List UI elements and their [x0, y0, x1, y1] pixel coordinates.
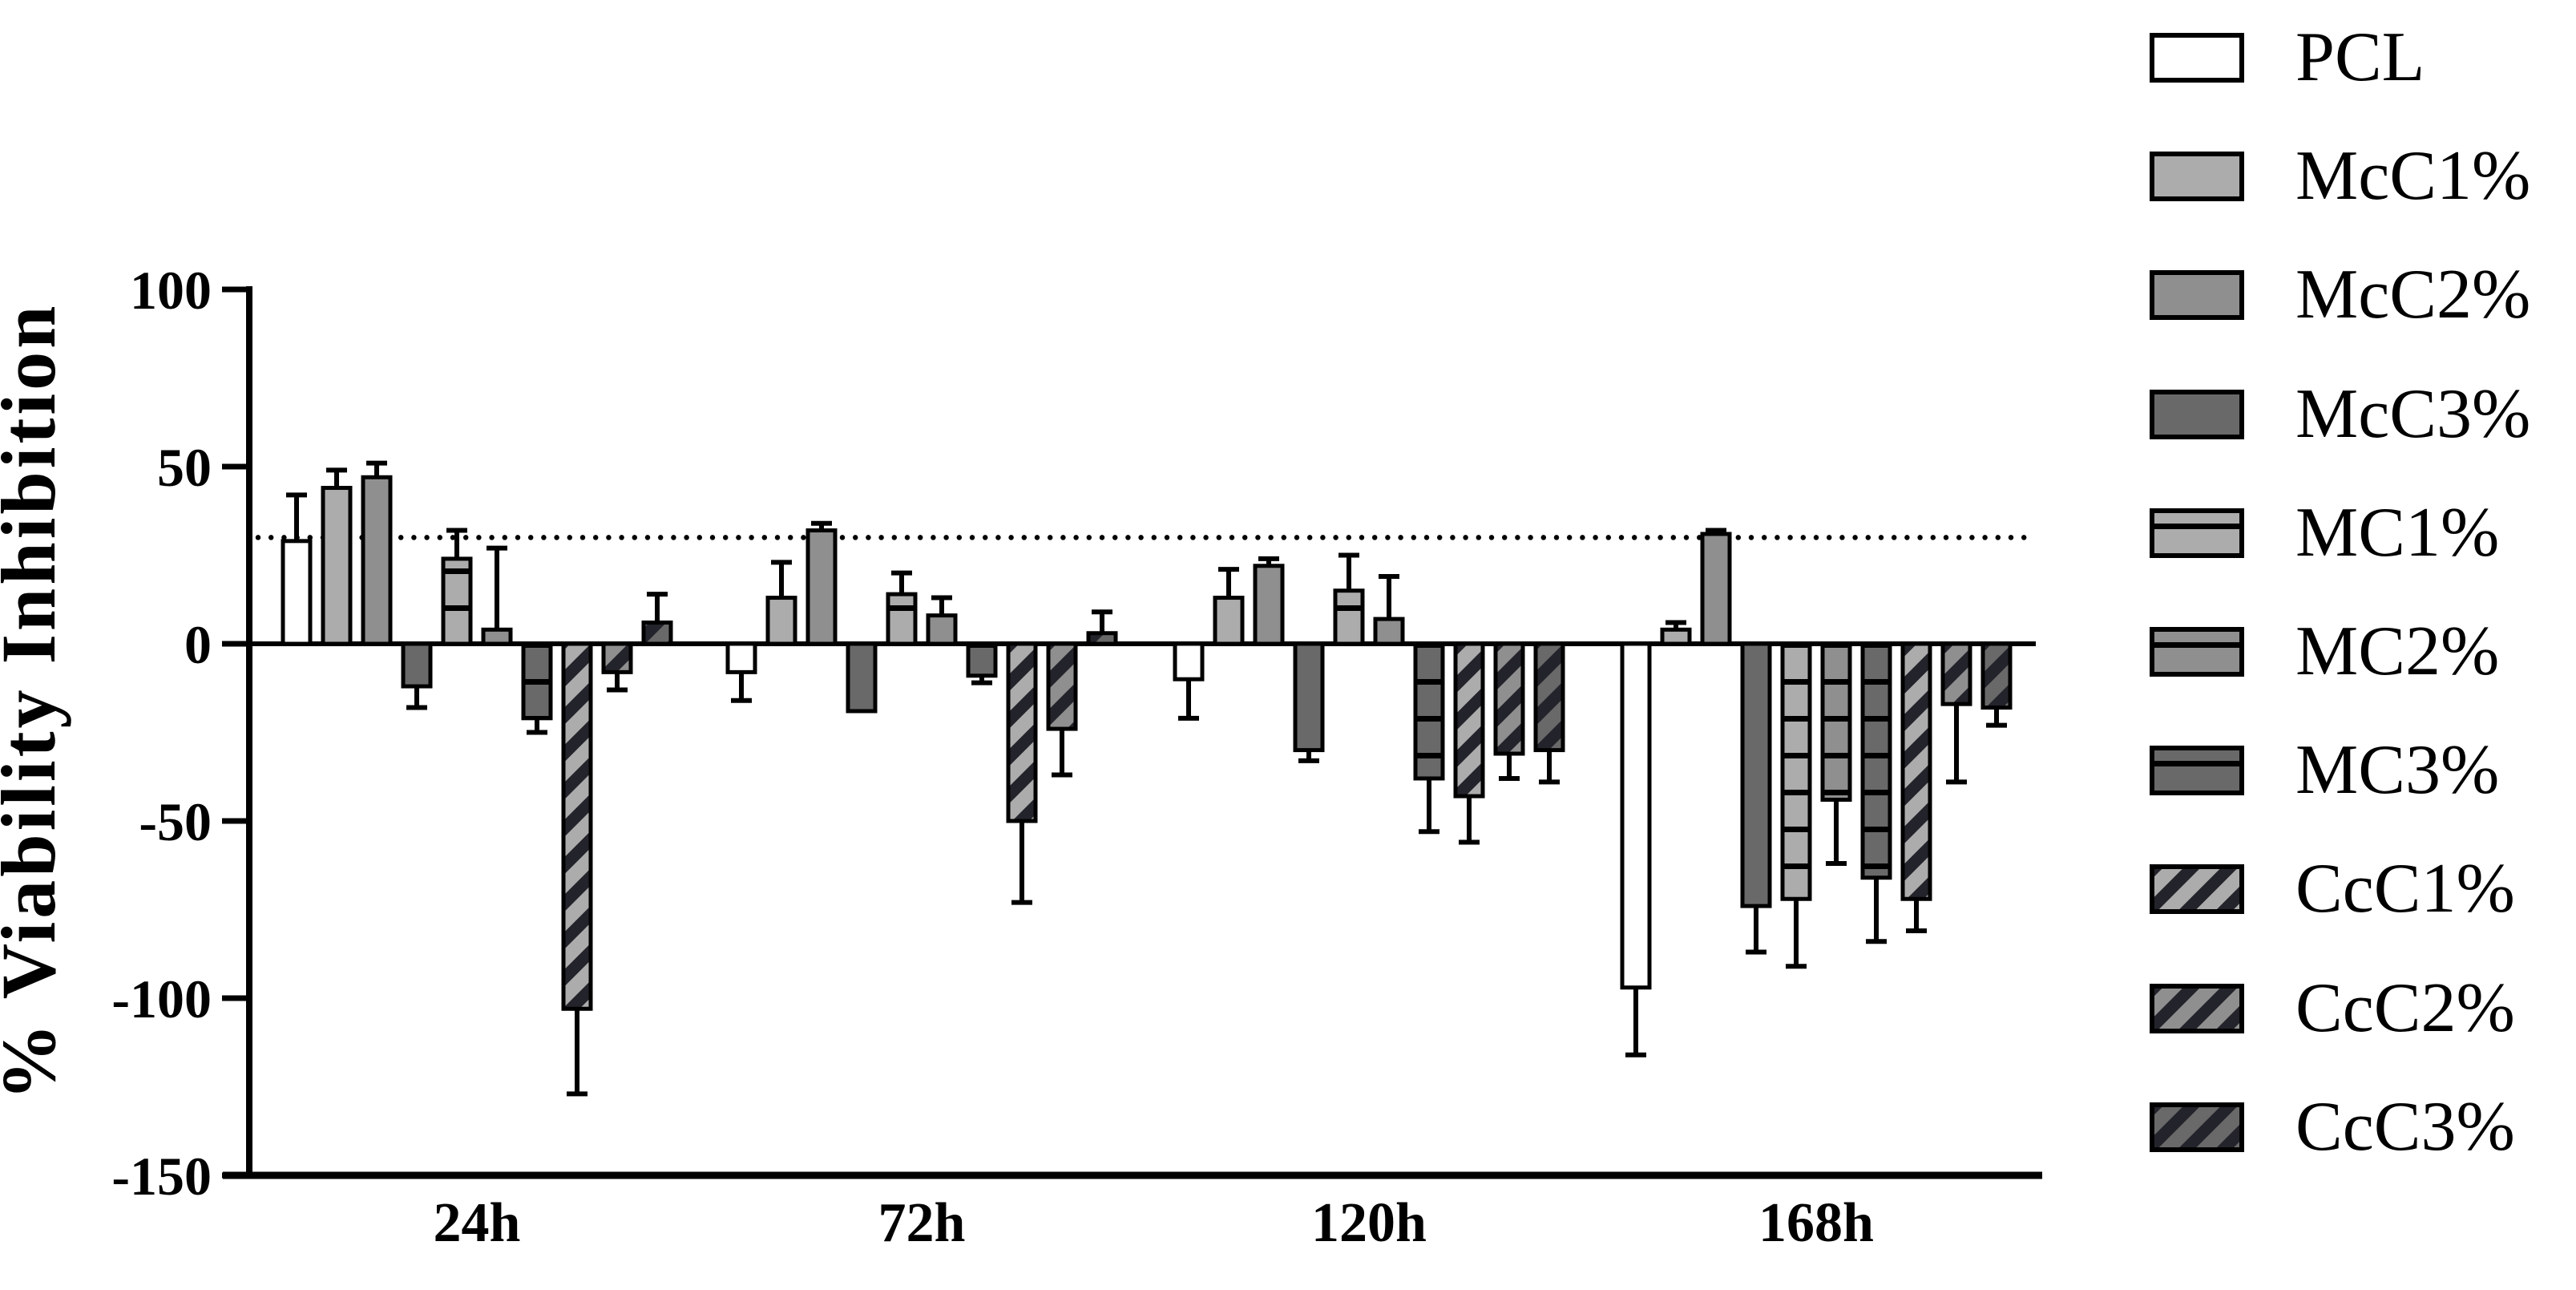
legend-swatch-CcC2%	[2150, 983, 2244, 1033]
bar-McC1%-168h	[1660, 627, 1692, 646]
legend-item: CcC2%	[2150, 969, 2515, 1047]
bar-PCL-72h	[725, 641, 757, 674]
bar-CcC3%-24h	[641, 620, 673, 646]
bar-CcC2%-72h	[1046, 641, 1078, 731]
bar-PCL-168h	[1620, 641, 1652, 990]
legend-label: CcC3%	[2295, 1087, 2515, 1166]
bar-MC1%-168h	[1780, 641, 1812, 901]
bar-McC3%-168h	[1740, 641, 1772, 908]
bar-McC1%-120h	[1213, 596, 1245, 646]
x-tick-label-168h: 168h	[1758, 1192, 1874, 1254]
bar-McC2%-72h	[806, 528, 838, 646]
legend-swatch-PCL	[2150, 33, 2244, 83]
y-tick-label: -150	[111, 1146, 212, 1207]
bar-MC2%-120h	[1373, 617, 1405, 646]
legend-label: McC2%	[2295, 256, 2531, 334]
bar-MC2%-24h	[481, 627, 513, 646]
bar-McC2%-24h	[361, 475, 393, 646]
bar-MC1%-72h	[886, 592, 918, 646]
x-tick-label-24h: 24h	[434, 1192, 521, 1254]
bar-McC1%-72h	[765, 596, 797, 646]
bar-McC3%-120h	[1293, 641, 1325, 753]
legend-item: McC1%	[2150, 137, 2531, 216]
legend-swatch-McC1%	[2150, 152, 2244, 202]
bar-CcC3%-72h	[1086, 631, 1118, 646]
legend-swatch-McC3%	[2150, 389, 2244, 439]
bar-CcC1%-120h	[1453, 641, 1485, 799]
legend-swatch-McC2%	[2150, 270, 2244, 321]
bar-McC2%-168h	[1700, 532, 1732, 646]
legend-label: McC1%	[2295, 137, 2531, 216]
bar-MC3%-72h	[966, 641, 998, 678]
bar-CcC2%-168h	[1940, 641, 1972, 706]
bar-MC1%-120h	[1333, 588, 1365, 646]
legend-item: CcC3%	[2150, 1087, 2515, 1166]
legend-item: MC1%	[2150, 493, 2500, 572]
legend-label: PCL	[2295, 18, 2425, 96]
bar-McC3%-24h	[401, 641, 433, 689]
bar-CcC2%-24h	[601, 641, 633, 674]
legend-item: CcC1%	[2150, 850, 2515, 928]
x-category-labels: 24h 72h 120h 168h	[434, 1192, 1874, 1254]
bar-MC1%-24h	[441, 556, 473, 646]
bar-McC2%-120h	[1253, 564, 1285, 646]
legend-label: MC1%	[2295, 493, 2500, 572]
bar-PCL-24h	[281, 539, 313, 646]
bar-MC3%-24h	[521, 641, 553, 721]
bar-MC2%-72h	[926, 613, 958, 646]
bars-group	[281, 475, 2013, 1011]
bar-CcC1%-24h	[561, 641, 593, 1011]
legend-item: McC3%	[2150, 374, 2531, 453]
y-tick-label: 50	[157, 437, 212, 498]
bar-MC3%-168h	[1860, 641, 1892, 880]
bar-CcC2%-120h	[1493, 641, 1525, 756]
legend-swatch-CcC1%	[2150, 864, 2244, 915]
y-tick-label: 0	[184, 614, 212, 675]
legend-label: McC3%	[2295, 374, 2531, 453]
y-tick-label: -50	[139, 791, 212, 852]
error-bars-group	[286, 460, 2007, 1097]
legend-item: MC3%	[2150, 731, 2500, 810]
y-tick-label: 100	[130, 260, 212, 321]
legend-item: MC2%	[2150, 613, 2500, 690]
bar-McC3%-72h	[846, 641, 878, 714]
legend-label: CcC1%	[2295, 850, 2515, 928]
x-tick-label-120h: 120h	[1311, 1192, 1427, 1254]
bar-MC3%-120h	[1413, 641, 1445, 781]
bar-McC1%-24h	[321, 486, 353, 646]
legend-swatch-MC1%	[2150, 508, 2244, 558]
bar-CcC1%-168h	[1900, 641, 1932, 901]
legend-swatch-MC3%	[2150, 746, 2244, 796]
x-tick-label-72h: 72h	[878, 1192, 966, 1254]
legend-label: MC2%	[2295, 613, 2500, 690]
bar-CcC3%-168h	[1980, 641, 2013, 710]
legend-label: CcC2%	[2295, 969, 2515, 1047]
bar-CcC1%-72h	[1006, 641, 1038, 823]
legend: PCL McC1% McC2% McC3% MC1% MC2% MC3% CcC1% CcC2%…	[2150, 0, 2574, 1290]
legend-swatch-CcC3%	[2150, 1102, 2244, 1152]
legend-item: McC2%	[2150, 256, 2531, 334]
bar-CcC3%-120h	[1533, 641, 1565, 753]
bar-MC2%-168h	[1820, 641, 1852, 802]
axes: 100 50 0 -50 -100 -150	[111, 260, 2042, 1207]
legend-item: PCL	[2150, 18, 2425, 96]
bar-PCL-120h	[1173, 641, 1205, 681]
y-tick-label: -100	[111, 969, 212, 1029]
legend-label: MC3%	[2295, 731, 2500, 810]
legend-swatch-MC2%	[2150, 627, 2244, 677]
